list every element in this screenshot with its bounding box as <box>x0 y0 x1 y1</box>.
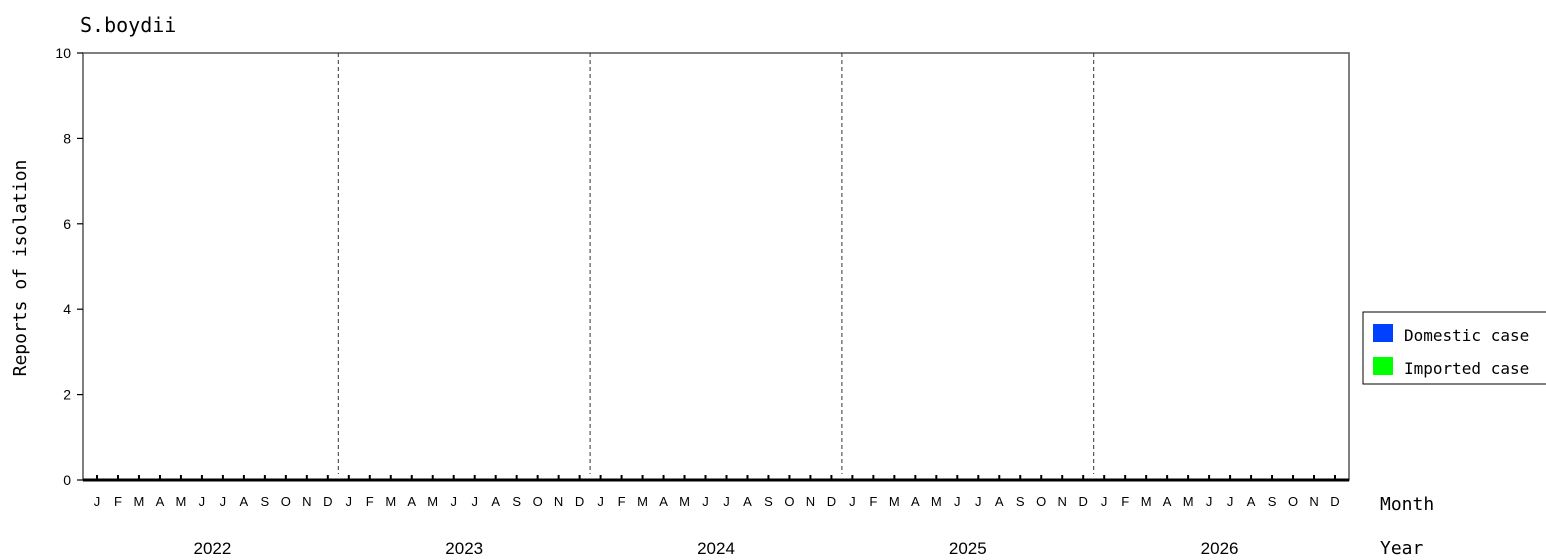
month-label: S <box>261 494 270 509</box>
y-tick-label: 4 <box>63 301 71 317</box>
month-label: J <box>1227 494 1234 509</box>
month-label: S <box>1268 494 1277 509</box>
month-label: M <box>385 494 396 509</box>
month-label: M <box>134 494 145 509</box>
year-label: 2026 <box>1201 539 1239 558</box>
month-label: O <box>281 494 291 509</box>
chart-title: S.boydii <box>80 13 176 37</box>
month-label: O <box>1288 494 1298 509</box>
month-label: D <box>575 494 584 509</box>
month-label: M <box>176 494 187 509</box>
month-label: S <box>1016 494 1025 509</box>
month-label: M <box>637 494 648 509</box>
month-label: J <box>597 494 604 509</box>
month-label: M <box>931 494 942 509</box>
month-label: J <box>723 494 730 509</box>
month-label: N <box>1058 494 1067 509</box>
year-label: 2023 <box>445 539 483 558</box>
month-label: N <box>806 494 815 509</box>
month-label: F <box>366 494 374 509</box>
month-label: D <box>1079 494 1088 509</box>
month-label: J <box>220 494 227 509</box>
year-label: 2025 <box>949 539 987 558</box>
month-label: M <box>1141 494 1152 509</box>
legend-box <box>1362 311 1546 385</box>
legend: Domestic case Imported case <box>1362 311 1546 385</box>
y-tick-label: 2 <box>63 387 71 403</box>
legend-label-imported: Imported case <box>1404 359 1529 378</box>
month-label: A <box>659 494 668 509</box>
month-label: A <box>1247 494 1256 509</box>
y-tick-label: 6 <box>63 216 71 232</box>
month-label: J <box>471 494 478 509</box>
month-label: D <box>827 494 836 509</box>
y-axis-label: Reports of isolation <box>10 160 31 377</box>
month-label: F <box>869 494 877 509</box>
y-tick-label: 10 <box>55 45 71 61</box>
year-label: 2022 <box>193 539 231 558</box>
month-label: J <box>1101 494 1108 509</box>
legend-swatch-domestic <box>1373 324 1393 342</box>
month-label: M <box>679 494 690 509</box>
month-label: N <box>302 494 311 509</box>
month-axis-label: Month <box>1380 494 1434 515</box>
month-label: J <box>954 494 961 509</box>
month-label: J <box>702 494 709 509</box>
month-label: S <box>512 494 521 509</box>
legend-swatch-imported <box>1373 357 1393 375</box>
month-label: F <box>1121 494 1129 509</box>
year-label: 2024 <box>697 539 735 558</box>
month-label: A <box>743 494 752 509</box>
month-label: O <box>784 494 794 509</box>
plot-area <box>82 52 1350 481</box>
month-label: A <box>1163 494 1172 509</box>
month-label: J <box>849 494 856 509</box>
month-label: A <box>491 494 500 509</box>
month-label: M <box>427 494 438 509</box>
y-tick-label: 8 <box>63 130 71 146</box>
month-label: D <box>323 494 332 509</box>
month-label: A <box>240 494 249 509</box>
month-label: F <box>618 494 626 509</box>
month-label: J <box>346 494 353 509</box>
legend-label-domestic: Domestic case <box>1404 326 1529 345</box>
month-label: O <box>533 494 543 509</box>
y-axis: 0 2 4 6 8 10 <box>55 45 83 488</box>
year-axis-label: Year <box>1380 538 1424 559</box>
month-label: A <box>995 494 1004 509</box>
month-label: S <box>764 494 773 509</box>
month-label: J <box>94 494 101 509</box>
month-label: A <box>911 494 920 509</box>
month-label: N <box>554 494 563 509</box>
month-label: M <box>889 494 900 509</box>
month-label: M <box>1183 494 1194 509</box>
month-label: A <box>407 494 416 509</box>
month-label: O <box>1036 494 1046 509</box>
month-label: J <box>975 494 982 509</box>
month-label: J <box>199 494 206 509</box>
month-label: J <box>1206 494 1213 509</box>
month-label: N <box>1309 494 1318 509</box>
year-separators <box>337 53 1095 474</box>
month-label: A <box>156 494 165 509</box>
y-tick-label: 0 <box>63 472 71 488</box>
month-label: F <box>114 494 122 509</box>
month-label: J <box>450 494 457 509</box>
month-label: D <box>1330 494 1339 509</box>
